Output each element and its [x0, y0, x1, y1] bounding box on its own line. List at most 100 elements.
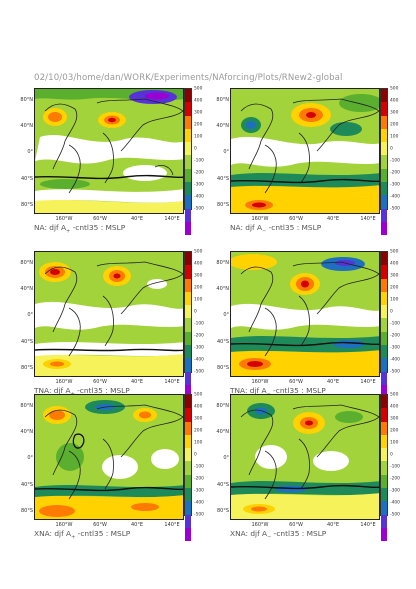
- colorbar-tick-label: 0: [194, 309, 197, 315]
- colorbar-swatch: [185, 208, 191, 222]
- colorbar-tick-label: 400: [194, 404, 203, 410]
- lon-label: 160°W: [251, 216, 269, 222]
- colorbar-swatch: [381, 252, 387, 266]
- colorbar-tick-label: 200: [390, 428, 399, 434]
- lon-label: 140°E: [360, 522, 376, 528]
- colorbar-swatch: [381, 278, 387, 292]
- colorbar-tick-label: -100: [390, 464, 400, 470]
- lon-label: 60°W: [289, 522, 303, 528]
- mslp-anomaly-map: [230, 394, 380, 520]
- colorbar-swatch: [381, 395, 387, 409]
- lon-label: 160°W: [251, 379, 269, 385]
- lon-label: 60°W: [289, 216, 303, 222]
- colorbar-swatch: [381, 128, 387, 143]
- colorbar-swatch: [185, 434, 191, 449]
- colorbar-tick-label: -200: [390, 170, 400, 176]
- colorbar-tick-label: 200: [194, 428, 203, 434]
- colorbar-tick-label: -300: [390, 488, 400, 494]
- lat-label: 40°S: [216, 482, 229, 488]
- colorbar-swatch: [185, 115, 191, 129]
- colorbar-tick-label: -400: [194, 500, 204, 506]
- colorbar-swatch: [381, 461, 387, 475]
- colorbar-swatch: [185, 371, 191, 385]
- colorbar-swatch: [381, 527, 387, 542]
- colorbar-tick-label: -300: [194, 182, 204, 188]
- colorbar-swatch: [381, 448, 387, 462]
- colorbar-tick-label: 0: [390, 146, 393, 152]
- colorbar-tick-label: 0: [194, 452, 197, 458]
- colorbar: [380, 88, 388, 236]
- colorbar-tick-label: 400: [194, 98, 203, 104]
- colorbar-swatch: [381, 89, 387, 103]
- lon-label: 60°W: [289, 379, 303, 385]
- colorbar-swatch: [185, 345, 191, 359]
- colorbar-tick-label: 500: [194, 392, 203, 398]
- colorbar-tick-label: -400: [390, 500, 400, 506]
- lat-label: 40°S: [20, 176, 33, 182]
- colorbar-swatch: [185, 384, 191, 399]
- colorbar-tick-label: 300: [194, 273, 203, 279]
- map-panel-tna-plus: 80°N 40°N 0° 40°S 80°S 160°W 60°W 40°E 1…: [16, 250, 206, 399]
- colorbar-swatch: [185, 527, 191, 542]
- colorbar: [380, 251, 388, 399]
- colorbar-swatch: [381, 318, 387, 332]
- colorbar-swatch: [185, 102, 191, 116]
- colorbar-swatch: [185, 358, 191, 372]
- lat-label: 80°S: [20, 202, 33, 208]
- lon-label: 160°W: [55, 216, 73, 222]
- lat-label: 80°N: [20, 403, 33, 409]
- colorbar: [184, 88, 192, 236]
- colorbar-swatch: [185, 395, 191, 409]
- colorbar-swatch: [381, 358, 387, 372]
- lon-label: 40°E: [326, 379, 340, 385]
- colorbar-tick-label: 100: [194, 134, 203, 140]
- colorbar-tick-label: 400: [194, 261, 203, 267]
- colorbar-swatch: [381, 371, 387, 385]
- lat-label: 0°: [27, 149, 33, 155]
- lat-label: 0°: [223, 455, 229, 461]
- colorbar-swatch: [381, 434, 387, 449]
- colorbar-tick-label: -300: [194, 345, 204, 351]
- colorbar-swatch: [381, 195, 387, 209]
- colorbar-swatch: [185, 221, 191, 236]
- lat-label: 80°S: [20, 365, 33, 371]
- lat-label: 80°N: [20, 97, 33, 103]
- colorbar-tick-label: 100: [194, 297, 203, 303]
- colorbar-tick-label: -300: [194, 488, 204, 494]
- colorbar-tick-label: 300: [390, 273, 399, 279]
- lat-label: 40°N: [20, 429, 33, 435]
- colorbar-tick-label: -400: [390, 357, 400, 363]
- colorbar-swatch: [381, 265, 387, 279]
- colorbar-swatch: [381, 421, 387, 435]
- colorbar-tick-label: 100: [390, 440, 399, 446]
- colorbar-swatch: [381, 182, 387, 196]
- colorbar: [184, 394, 192, 542]
- colorbar-tick-label: -500: [390, 369, 400, 375]
- colorbar-tick-label: 0: [390, 452, 393, 458]
- colorbar-swatch: [381, 501, 387, 515]
- lat-label: 40°N: [216, 286, 229, 292]
- lon-label: 60°W: [93, 379, 107, 385]
- colorbar-tick-label: 500: [390, 392, 399, 398]
- colorbar-swatch: [185, 142, 191, 156]
- colorbar-tick-label: 200: [194, 122, 203, 128]
- colorbar-swatch: [185, 128, 191, 143]
- lat-label: 0°: [223, 312, 229, 318]
- colorbar-swatch: [381, 115, 387, 129]
- colorbar-swatch: [381, 345, 387, 359]
- lon-label: 140°E: [360, 379, 376, 385]
- colorbar-swatch: [185, 474, 191, 489]
- colorbar-swatch: [381, 291, 387, 306]
- lon-label: 40°E: [130, 522, 144, 528]
- map-panel-na-plus: 80°N 40°N 0° 40°S 80°S 160°W 60°: [16, 87, 206, 236]
- colorbar-tick-label: -200: [194, 170, 204, 176]
- colorbar-swatch: [185, 501, 191, 515]
- colorbar: [184, 251, 192, 399]
- colorbar-tick-label: -100: [194, 158, 204, 164]
- colorbar-swatch: [381, 384, 387, 399]
- map-panel-tna-minus: 80°N 40°N 0° 40°S 80°S 160°W 60°W 40°E 1…: [212, 250, 402, 399]
- colorbar-swatch: [185, 408, 191, 422]
- colorbar-swatch: [381, 488, 387, 502]
- lon-label: 140°E: [164, 379, 180, 385]
- colorbar-tick-label: -400: [390, 194, 400, 200]
